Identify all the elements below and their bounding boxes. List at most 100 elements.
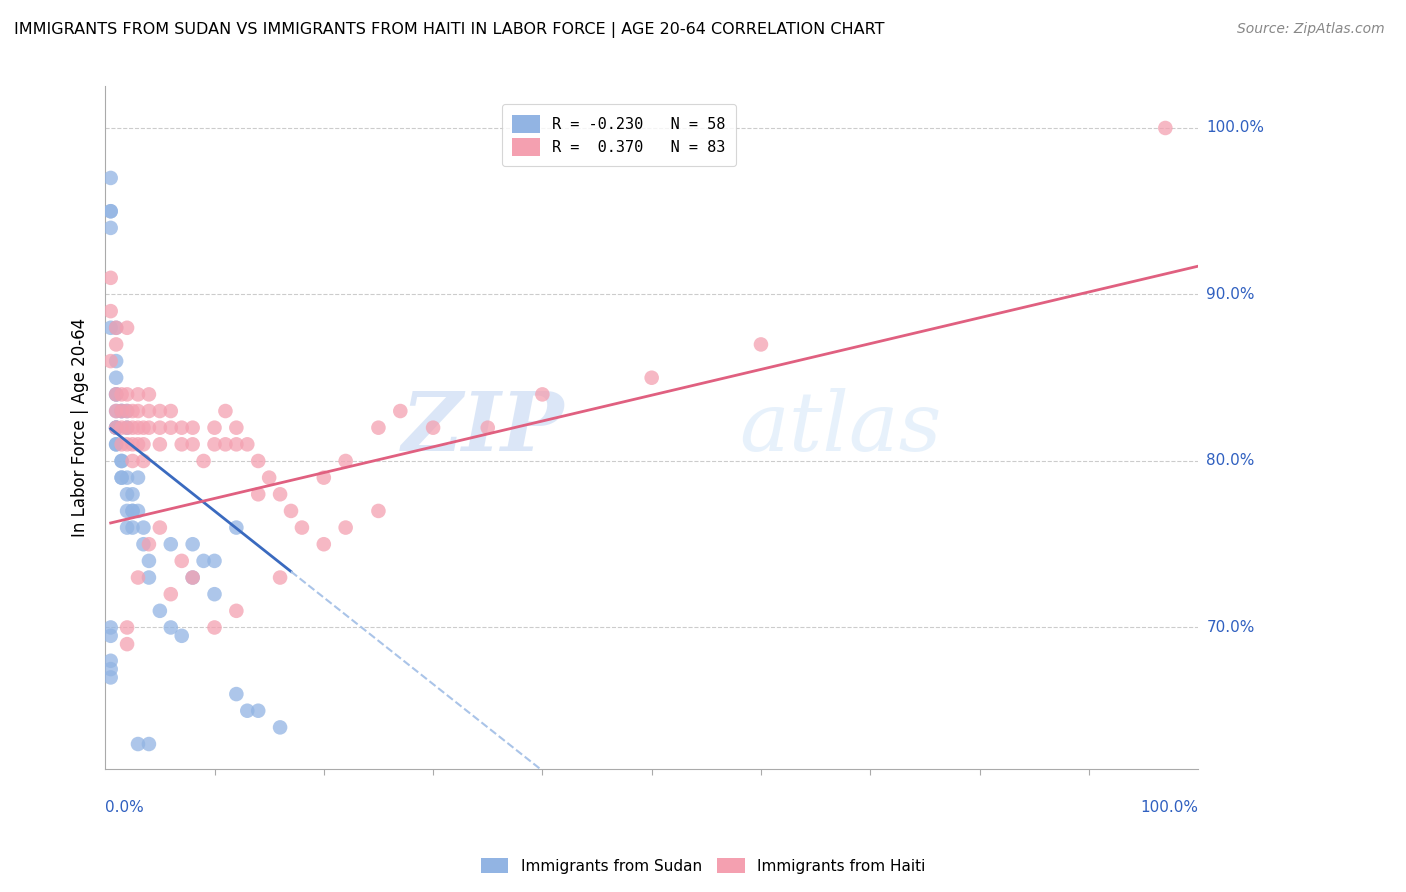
Point <box>121 520 143 534</box>
Point <box>100 629 122 643</box>
Point <box>389 404 412 418</box>
Text: 100.0%: 100.0% <box>1206 120 1264 136</box>
Point <box>100 220 122 235</box>
Point <box>115 520 138 534</box>
Point <box>100 304 122 318</box>
Point <box>115 420 138 434</box>
Point <box>115 404 138 418</box>
Point <box>138 404 160 418</box>
Point <box>115 487 138 501</box>
Point <box>105 387 128 401</box>
Point <box>138 570 160 584</box>
Point <box>132 420 155 434</box>
Point <box>269 720 291 734</box>
Point <box>225 520 247 534</box>
Point <box>105 337 128 351</box>
Point <box>115 620 138 634</box>
Point <box>115 420 138 434</box>
Point <box>159 537 181 551</box>
Point <box>105 320 128 334</box>
Point <box>105 437 128 451</box>
Point <box>105 437 128 451</box>
Point <box>132 454 155 468</box>
Point <box>181 570 204 584</box>
Text: 70.0%: 70.0% <box>1206 620 1254 635</box>
Point <box>291 520 314 534</box>
Point <box>214 437 236 451</box>
Point <box>749 337 772 351</box>
Point <box>110 387 132 401</box>
Point <box>138 387 160 401</box>
Point <box>170 554 193 568</box>
Point <box>105 354 128 368</box>
Point <box>181 537 204 551</box>
Point <box>121 437 143 451</box>
Point <box>110 404 132 418</box>
Point <box>280 504 302 518</box>
Point <box>127 470 149 484</box>
Point <box>100 204 122 219</box>
Point <box>1154 120 1177 135</box>
Point <box>115 470 138 484</box>
Point <box>110 437 132 451</box>
Point <box>127 570 149 584</box>
Point <box>105 387 128 401</box>
Text: 100.0%: 100.0% <box>1140 799 1198 814</box>
Point <box>100 170 122 185</box>
Point <box>132 520 155 534</box>
Point <box>149 404 172 418</box>
Legend: Immigrants from Sudan, Immigrants from Haiti: Immigrants from Sudan, Immigrants from H… <box>475 852 931 880</box>
Point <box>100 204 122 219</box>
Point <box>247 487 270 501</box>
Legend: R = -0.230   N = 58, R =  0.370   N = 83: R = -0.230 N = 58, R = 0.370 N = 83 <box>502 104 737 166</box>
Point <box>110 470 132 484</box>
Point <box>170 420 193 434</box>
Point <box>193 454 215 468</box>
Point <box>204 554 226 568</box>
Point <box>138 737 160 751</box>
Point <box>115 404 138 418</box>
Point <box>127 420 149 434</box>
Point <box>127 504 149 518</box>
Point <box>159 587 181 601</box>
Point <box>181 570 204 584</box>
Point <box>105 320 128 334</box>
Point <box>149 437 172 451</box>
Point <box>100 320 122 334</box>
Point <box>110 420 132 434</box>
Point <box>110 404 132 418</box>
Text: 90.0%: 90.0% <box>1206 287 1256 302</box>
Point <box>204 587 226 601</box>
Point <box>138 537 160 551</box>
Point <box>115 320 138 334</box>
Point <box>121 404 143 418</box>
Point <box>115 437 138 451</box>
Point <box>100 670 122 684</box>
Point <box>367 420 389 434</box>
Point <box>225 437 247 451</box>
Point <box>170 629 193 643</box>
Point <box>105 370 128 384</box>
Point <box>105 404 128 418</box>
Point <box>121 420 143 434</box>
Point <box>225 420 247 434</box>
Point <box>236 704 259 718</box>
Point <box>149 420 172 434</box>
Point <box>127 387 149 401</box>
Point <box>367 504 389 518</box>
Point <box>105 387 128 401</box>
Point <box>149 520 172 534</box>
Point <box>132 437 155 451</box>
Point <box>204 420 226 434</box>
Y-axis label: In Labor Force | Age 20-64: In Labor Force | Age 20-64 <box>72 318 89 537</box>
Point <box>225 604 247 618</box>
Point <box>640 370 662 384</box>
Point <box>312 470 335 484</box>
Point <box>477 420 499 434</box>
Point <box>181 420 204 434</box>
Text: Source: ZipAtlas.com: Source: ZipAtlas.com <box>1237 22 1385 37</box>
Text: atlas: atlas <box>740 388 942 467</box>
Point <box>247 454 270 468</box>
Point <box>335 520 357 534</box>
Text: 80.0%: 80.0% <box>1206 453 1254 468</box>
